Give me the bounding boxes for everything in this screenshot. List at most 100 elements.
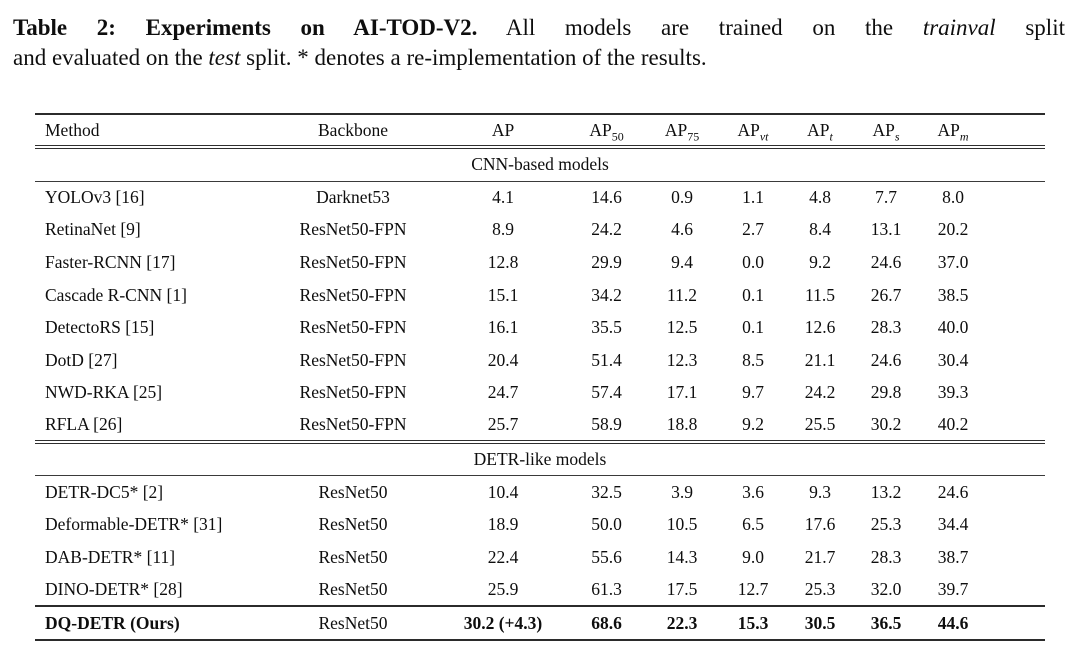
table-row: Faster-RCNN [17] ResNet50-FPN 12.8 29.9 9.4 0…: [35, 246, 1045, 279]
value-cell: 0.9: [671, 187, 693, 208]
value-cell: 25.3: [870, 514, 902, 535]
column-subscript: 75: [687, 129, 700, 143]
caption-text: All models are trained on the: [505, 15, 894, 40]
table-caption: Table 2: Experiments on AI-TOD-V2. All m…: [13, 13, 1065, 73]
value-cell: 24.6: [870, 349, 902, 370]
value-cell: 44.6: [937, 612, 969, 633]
column-label: AP: [491, 119, 515, 140]
value-cell: 15.1: [487, 284, 519, 305]
value-cell: 2.7: [742, 219, 764, 240]
value-cell: 18.9: [487, 514, 519, 535]
value-cell: 24.2: [591, 219, 622, 240]
value-cell: 25.9: [487, 578, 519, 599]
section-header-cnn: CNN-based models: [35, 147, 1045, 181]
value-cell: ResNet50-FPN: [299, 413, 407, 434]
column-label: Method: [45, 119, 100, 140]
caption-line-2: and evaluated on the test split. * denot…: [13, 43, 1065, 73]
value-cell: 15.3: [737, 612, 769, 633]
value-cell: 10.5: [666, 514, 698, 535]
results-table: Method Backbone AP AP50 AP75 APvt APt AP…: [35, 113, 1045, 642]
cnn-models-rows: YOLOv3 [16] Darknet53 4.1 14.6 0.9 1.1 4.8 7.7 8…: [35, 181, 1045, 442]
method-cell: YOLOv3 [16]: [45, 187, 145, 208]
table-container: Method Backbone AP AP50 AP75 APvt APt AP…: [35, 113, 1045, 642]
value-cell: 9.4: [671, 251, 693, 272]
value-cell: 24.7: [487, 382, 519, 403]
table-row: NWD-RKA [25] ResNet50-FPN 24.7 57.4 17.1 9.7 2…: [35, 377, 1045, 410]
value-cell: 4.8: [809, 187, 831, 208]
caption-italic-trainval: trainval: [922, 15, 996, 40]
value-cell: ResNet50-FPN: [299, 317, 407, 338]
value-cell: 16.1: [487, 317, 519, 338]
value-cell: 25.5: [804, 413, 836, 434]
header-row: Method Backbone AP AP50 AP75 APvt APt AP…: [35, 114, 1045, 147]
value-cell: 12.8: [487, 251, 519, 272]
value-cell: 0.0: [742, 251, 764, 272]
value-cell: 40.2: [937, 413, 969, 434]
value-cell: 25.3: [804, 578, 836, 599]
caption-text: split. * denotes a re-implementation of …: [246, 45, 707, 70]
column-header-apvt: APvt: [719, 114, 787, 147]
table-row: YOLOv3 [16] Darknet53 4.1 14.6 0.9 1.1 4.8 7.7 8…: [35, 181, 1045, 214]
column-header-aps: APs: [853, 114, 919, 147]
value-cell: 26.7: [870, 284, 902, 305]
method-cell: RFLA [26]: [45, 413, 123, 434]
value-cell: ResNet50: [318, 514, 388, 535]
method-cell: DINO-DETR* [28]: [45, 578, 183, 599]
value-cell: 13.2: [870, 481, 902, 502]
value-cell: ResNet50: [318, 578, 388, 599]
column-header-ap: AP: [438, 114, 568, 147]
value-cell: 57.4: [591, 382, 622, 403]
column-header-ap50: AP50: [568, 114, 645, 147]
column-header-apm: APm: [919, 114, 1045, 147]
column-label: AP: [807, 119, 830, 140]
value-cell: 35.5: [591, 317, 622, 338]
value-cell: 14.3: [666, 546, 698, 567]
table-row: DAB-DETR* [11] ResNet50 22.4 55.6 14.3 9.0 21.…: [35, 541, 1045, 574]
value-cell: 39.7: [937, 578, 969, 599]
value-cell: ResNet50: [318, 612, 388, 633]
value-cell: 28.3: [870, 317, 902, 338]
table-row: DotD [27] ResNet50-FPN 20.4 51.4 12.3 8.5 21.1…: [35, 344, 1045, 377]
value-cell: 38.7: [937, 546, 969, 567]
value-cell: 17.6: [804, 514, 836, 535]
value-cell: 1.1: [742, 187, 764, 208]
value-cell: 21.7: [804, 546, 836, 567]
column-header-apt: APt: [787, 114, 853, 147]
value-cell: 18.8: [666, 413, 698, 434]
value-cell: 17.1: [666, 382, 698, 403]
value-cell: 34.2: [591, 284, 622, 305]
value-cell: 9.2: [809, 251, 831, 272]
section-header-row: DETR-like models: [35, 442, 1045, 476]
caption-label: Table 2: Experiments on AI-TOD-V2.: [13, 15, 478, 40]
caption-text: and evaluated on the: [13, 45, 203, 70]
section-title: DETR-like models: [473, 449, 607, 469]
value-cell: 3.6: [742, 481, 764, 502]
value-cell: 20.4: [487, 349, 519, 370]
value-cell: 9.3: [809, 481, 831, 502]
column-label: AP: [937, 119, 960, 140]
value-cell: ResNet50-FPN: [299, 219, 407, 240]
column-subscript: 50: [611, 129, 624, 143]
column-label: AP: [664, 119, 688, 140]
value-cell: 39.3: [937, 382, 969, 403]
method-cell: DotD [27]: [45, 349, 118, 370]
value-cell: 24.2: [804, 382, 836, 403]
value-cell: 29.8: [870, 382, 902, 403]
value-cell: 14.6: [591, 187, 622, 208]
value-cell: 12.6: [804, 317, 836, 338]
value-cell: 13.1: [870, 219, 902, 240]
section-title: CNN-based models: [471, 154, 609, 175]
value-cell: 32.5: [591, 481, 622, 502]
value-cell: ResNet50: [318, 481, 388, 502]
value-cell: 0.1: [742, 284, 764, 305]
method-cell: Cascade R-CNN [1]: [45, 284, 187, 305]
value-cell: 22.3: [666, 612, 698, 633]
value-cell: 28.3: [870, 546, 902, 567]
value-cell: ResNet50-FPN: [299, 251, 407, 272]
ours-highlight-row: DQ-DETR (Ours) ResNet50 30.2 (+4.3) 68.6 22.…: [35, 606, 1045, 640]
value-cell: 8.9: [492, 219, 514, 240]
column-subscript: t: [829, 129, 833, 143]
method-cell: Deformable-DETR* [31]: [45, 514, 223, 535]
column-label: AP: [737, 119, 760, 140]
column-header-ap75: AP75: [645, 114, 719, 147]
